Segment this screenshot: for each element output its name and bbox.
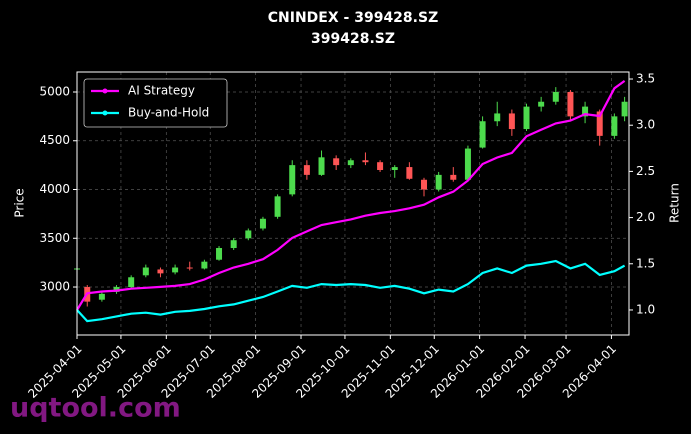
candle-body [596,111,603,136]
legend-marker [102,110,108,116]
candle-body [523,106,530,130]
y2-tick-label: 1.5 [636,256,655,270]
legend-box [83,78,228,128]
legend-label: AI Strategy [128,84,195,98]
y-tick-label: 4000 [39,182,70,196]
candle-body [172,267,179,273]
watermark: uqtool.com [10,393,181,424]
candle-body [494,113,501,122]
candle-body [259,218,266,229]
candle-body [552,91,559,102]
y-tick-label: 3500 [39,231,70,245]
candle-body [230,240,237,249]
y-tick-label: 3000 [39,280,70,294]
candle-body [303,165,310,175]
candle-body [98,293,105,300]
chart-subtitle: 399428.SZ [311,31,395,47]
candle-body [318,157,325,175]
y2-axis-label: Return [668,183,682,223]
candle-body [274,196,281,217]
series-line [76,259,626,323]
candle-body [464,148,471,180]
chart-title: CNINDEX - 399428.SZ [268,10,438,26]
candle-body [216,248,223,260]
y2-tick-label: 3.0 [636,118,655,132]
y2-tick-label: 1.0 [636,302,655,316]
y2-tick-label: 2.0 [636,210,655,224]
candle-body [391,167,398,171]
plot-frame [76,71,630,336]
candle-body [128,277,135,288]
y-tick-label: 5000 [39,84,70,98]
candle-body [567,91,574,117]
candle-body [113,287,120,292]
candle-body [157,269,164,274]
candle-body [362,160,369,163]
legend-marker [102,88,108,94]
y-tick-label: 4500 [39,133,70,147]
candle-body [289,165,296,195]
candle-body [538,101,545,107]
candle-body [435,174,442,190]
legend-label: Buy-and-Hold [128,106,209,120]
candle-body [450,174,457,180]
candle-body [406,167,413,179]
series-line [76,80,626,311]
candle-body [377,162,384,171]
candle-body [186,267,193,269]
candle-body [479,121,486,148]
candle-body [347,160,354,166]
candle-body [508,113,515,130]
candle-body [142,267,149,276]
y-axis-label: Price [13,188,27,217]
candle-body [582,106,589,117]
candle-body [611,116,618,136]
candle-body [245,230,252,239]
y2-tick-label: 3.5 [636,72,655,86]
candle-body [621,101,628,117]
candle-body [333,158,340,166]
candle-body [421,179,428,190]
candle-body [201,261,208,269]
y2-tick-label: 2.5 [636,164,655,178]
